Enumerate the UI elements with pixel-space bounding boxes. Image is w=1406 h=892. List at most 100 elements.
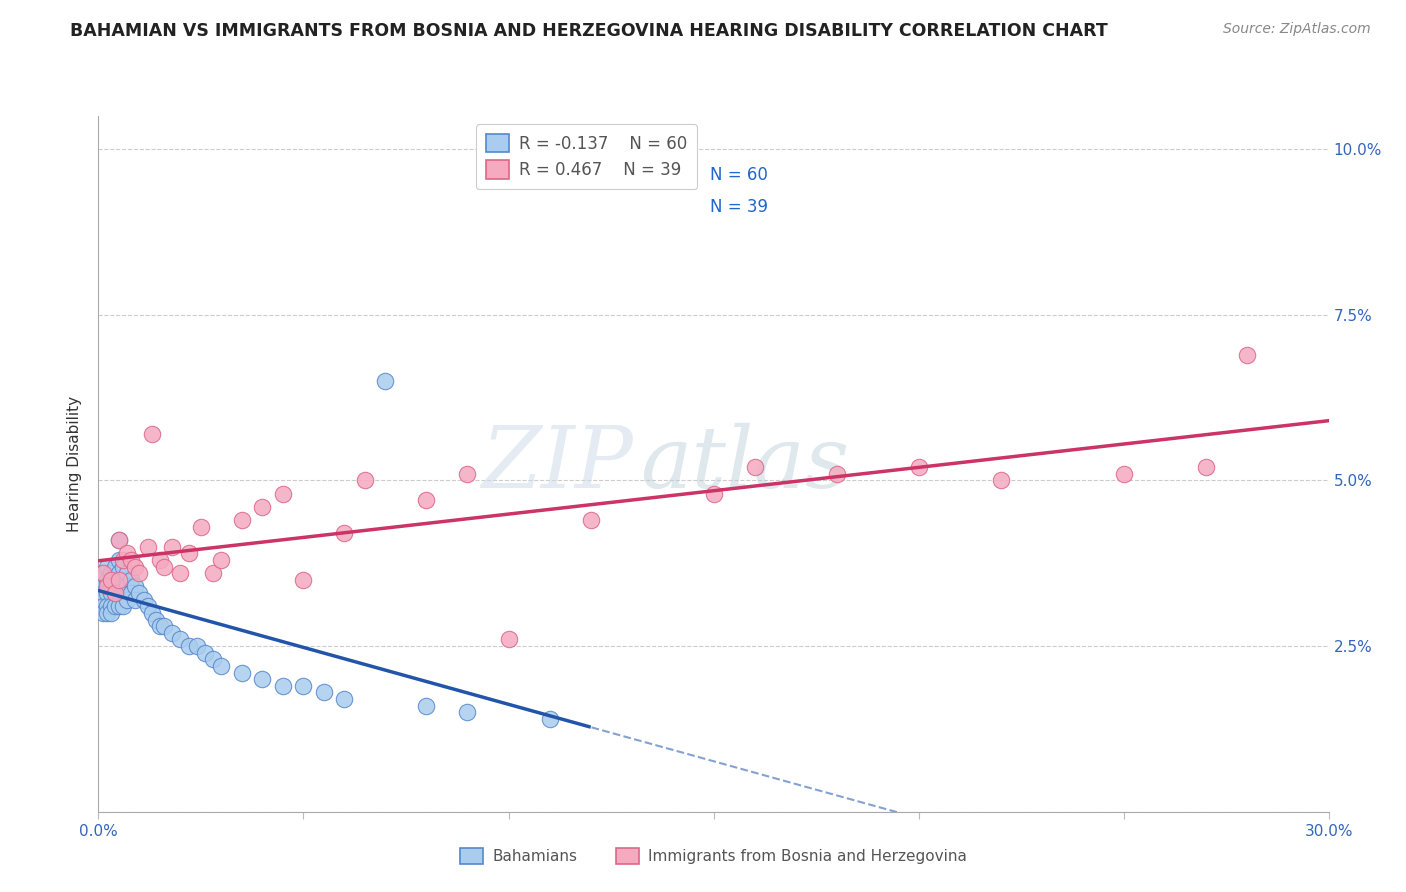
Point [100,566,122,581]
Point [141,427,163,442]
Point [104,586,127,600]
Point [149,619,172,633]
Point [271,679,294,693]
Point [132,592,155,607]
Point [124,579,146,593]
Point [194,646,217,660]
Point [145,613,167,627]
Point [120,573,142,587]
Point [100,599,122,614]
Point [91,566,114,581]
Point [211,553,233,567]
Point [252,672,274,686]
Point [990,474,1012,488]
Point [153,559,176,574]
Point [108,586,131,600]
Point [271,486,294,500]
Point [136,599,159,614]
Point [96,586,118,600]
Point [108,599,131,614]
Text: N = 39: N = 39 [710,198,768,216]
Point [115,579,138,593]
Text: ZIP: ZIP [482,423,634,505]
Point [128,586,150,600]
Point [91,586,114,600]
Text: atlas: atlas [640,423,849,505]
Point [104,599,127,614]
Point [100,573,122,587]
Point [100,579,122,593]
Y-axis label: Hearing Disability: Hearing Disability [67,396,83,532]
Point [96,606,118,620]
Point [333,692,356,706]
Point [104,586,127,600]
Point [333,526,356,541]
Point [231,513,253,527]
Point [153,619,176,633]
Point [100,606,122,620]
Point [124,559,146,574]
Point [120,586,142,600]
Point [91,566,114,581]
Point [1195,460,1218,475]
Point [1112,467,1135,481]
Point [190,520,212,534]
Point [112,579,135,593]
Point [108,533,131,547]
Point [112,553,135,567]
Point [108,533,131,547]
Point [415,698,437,713]
Point [703,486,725,500]
Point [177,546,200,560]
Point [231,665,253,680]
Point [162,540,184,554]
Point [202,566,225,581]
Point [498,632,520,647]
Point [96,599,118,614]
Point [96,559,118,574]
Point [538,712,561,726]
Point [115,592,138,607]
Point [252,500,274,514]
Point [579,513,602,527]
Point [169,632,191,647]
Point [907,460,929,475]
Point [354,474,377,488]
Point [124,592,146,607]
Point [104,573,127,587]
Point [112,573,135,587]
Point [91,599,114,614]
Point [202,652,225,666]
Point [374,374,396,388]
Point [149,553,172,567]
Point [96,579,118,593]
Legend: Bahamians, Immigrants from Bosnia and Herzegovina: Bahamians, Immigrants from Bosnia and He… [454,842,973,871]
Point [141,606,163,620]
Point [115,546,138,560]
Point [108,573,131,587]
Point [292,573,315,587]
Point [91,606,114,620]
Point [825,467,848,481]
Point [136,540,159,554]
Point [312,685,335,699]
Point [162,625,184,640]
Point [104,559,127,574]
Point [91,579,114,593]
Point [186,639,208,653]
Point [112,559,135,574]
Point [169,566,191,581]
Point [292,679,315,693]
Point [177,639,200,653]
Point [108,566,131,581]
Point [120,553,142,567]
Point [100,586,122,600]
Point [96,573,118,587]
Point [457,467,479,481]
Point [211,659,233,673]
Point [1236,347,1258,361]
Point [112,599,135,614]
Point [108,579,131,593]
Point [457,706,479,720]
Text: N = 60: N = 60 [710,166,768,184]
